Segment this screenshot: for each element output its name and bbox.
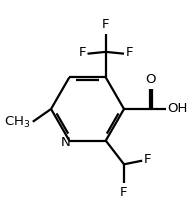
Text: O: O [145, 73, 156, 86]
Text: F: F [126, 46, 133, 59]
Text: F: F [120, 186, 128, 199]
Text: F: F [102, 18, 109, 31]
Text: CH$_3$: CH$_3$ [4, 115, 31, 130]
Text: N: N [61, 136, 71, 149]
Text: OH: OH [167, 102, 187, 116]
Text: F: F [144, 153, 151, 166]
Text: F: F [79, 46, 86, 59]
